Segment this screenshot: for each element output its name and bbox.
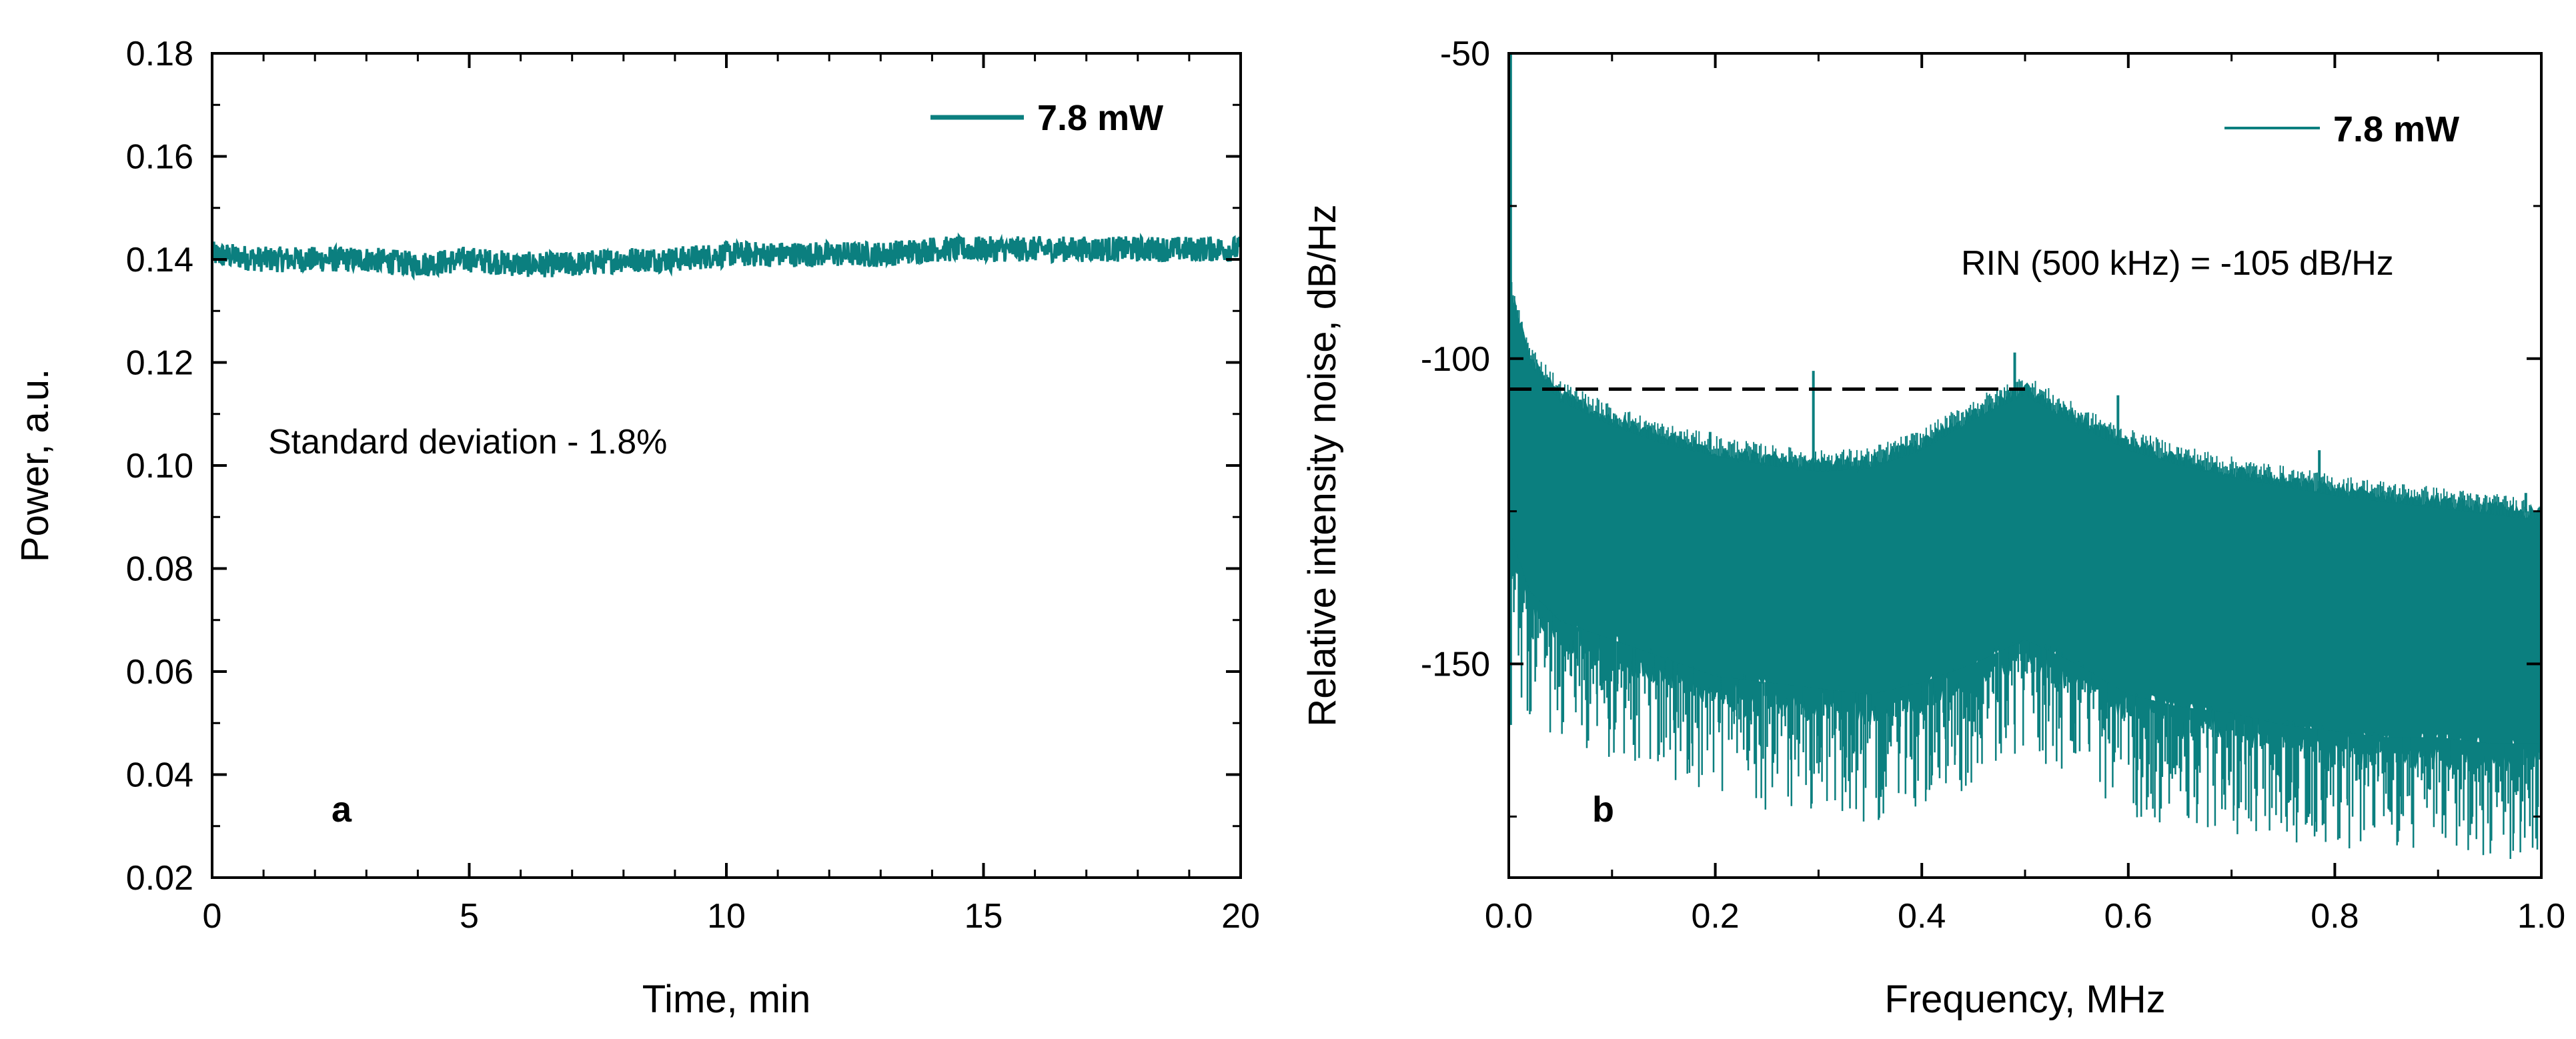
- panel-b-x-tick-label: 0.4: [1898, 897, 1946, 936]
- panel-b: 0.0 0.2 0.4 0.6 0.8 1.0 -150 -100 -50 7.8 mW RIN…: [1301, 35, 2565, 1021]
- panel-a-x-tick-label: 15: [964, 897, 1003, 936]
- panel-b-y-tick-label: -100: [1421, 340, 1490, 379]
- panel-a-y-tick-label: 0.18: [126, 35, 193, 73]
- panel-a: 0 5 10 15 20 0.02 0.04 0.06 0.08 0.10 0.12 0.14 0.16…: [13, 35, 1260, 1021]
- panel-b-x-tick-label: 0.0: [1485, 897, 1533, 936]
- panel-a-y-tick-label: 0.02: [126, 859, 193, 898]
- panel-b-x-tick-label: 1.0: [2517, 897, 2565, 936]
- panel-b-y-tick-label: -150: [1421, 646, 1490, 684]
- panel-a-y-tick-label: 0.06: [126, 653, 193, 692]
- panel-a-y-tick-label: 0.10: [126, 447, 193, 485]
- panel-a-y-tick-label: 0.14: [126, 241, 193, 279]
- panel-a-x-tick-label: 0: [203, 897, 222, 936]
- panel-a-plot-frame: [211, 52, 1242, 879]
- panel-b-x-tick-label: 0.8: [2311, 897, 2359, 936]
- panel-b-x-tick-label: 0.2: [1691, 897, 1739, 936]
- panel-a-legend-label: 7.8 mW: [1037, 98, 1163, 138]
- panel-a-y-axis-label: Power, a.u.: [13, 369, 57, 562]
- panel-b-traces: [1508, 53, 2542, 859]
- panel-a-traces: [211, 232, 1242, 281]
- panel-b-y-tick-label: -50: [1440, 35, 1490, 73]
- panel-a-series-line: [211, 232, 1242, 281]
- panel-a-x-tick-label: 5: [460, 897, 479, 936]
- panel-b-legend-label: 7.8 mW: [2333, 109, 2459, 149]
- panel-b-panel-label: b: [1592, 790, 1614, 830]
- panel-b-y-axis-label: Relative intensity noise, dB/Hz: [1301, 204, 1344, 726]
- panel-a-y-tick-label: 0.08: [126, 550, 193, 589]
- panel-a-panel-label: a: [332, 790, 352, 830]
- panel-a-x-tick-label: 20: [1221, 897, 1260, 936]
- panel-a-y-tick-label: 0.16: [126, 138, 193, 177]
- panel-b-annotation: RIN (500 kHz) = -105 dB/Hz: [1961, 244, 2394, 283]
- panel-a-legend: 7.8 mW: [930, 98, 1163, 138]
- panel-b-x-axis-label: Frequency, MHz: [1884, 978, 2165, 1021]
- panel-a-y-tick-label: 0.04: [126, 756, 193, 795]
- panel-a-x-tick-label: 10: [707, 897, 746, 936]
- panel-a-annotation: Standard deviation - 1.8%: [268, 423, 667, 461]
- panel-b-ticks: 0.0 0.2 0.4 0.6 0.8 1.0 -150 -100 -50: [1421, 35, 2565, 936]
- panel-a-y-tick-label: 0.12: [126, 344, 193, 383]
- panel-a-x-axis-label: Time, min: [642, 978, 810, 1021]
- panel-b-x-tick-label: 0.6: [2104, 897, 2152, 936]
- panel-b-legend: 7.8 mW: [2224, 109, 2459, 149]
- panel-a-ticks: 0 5 10 15 20 0.02 0.04 0.06 0.08 0.10 0.12 0.14 0.16…: [126, 35, 1260, 936]
